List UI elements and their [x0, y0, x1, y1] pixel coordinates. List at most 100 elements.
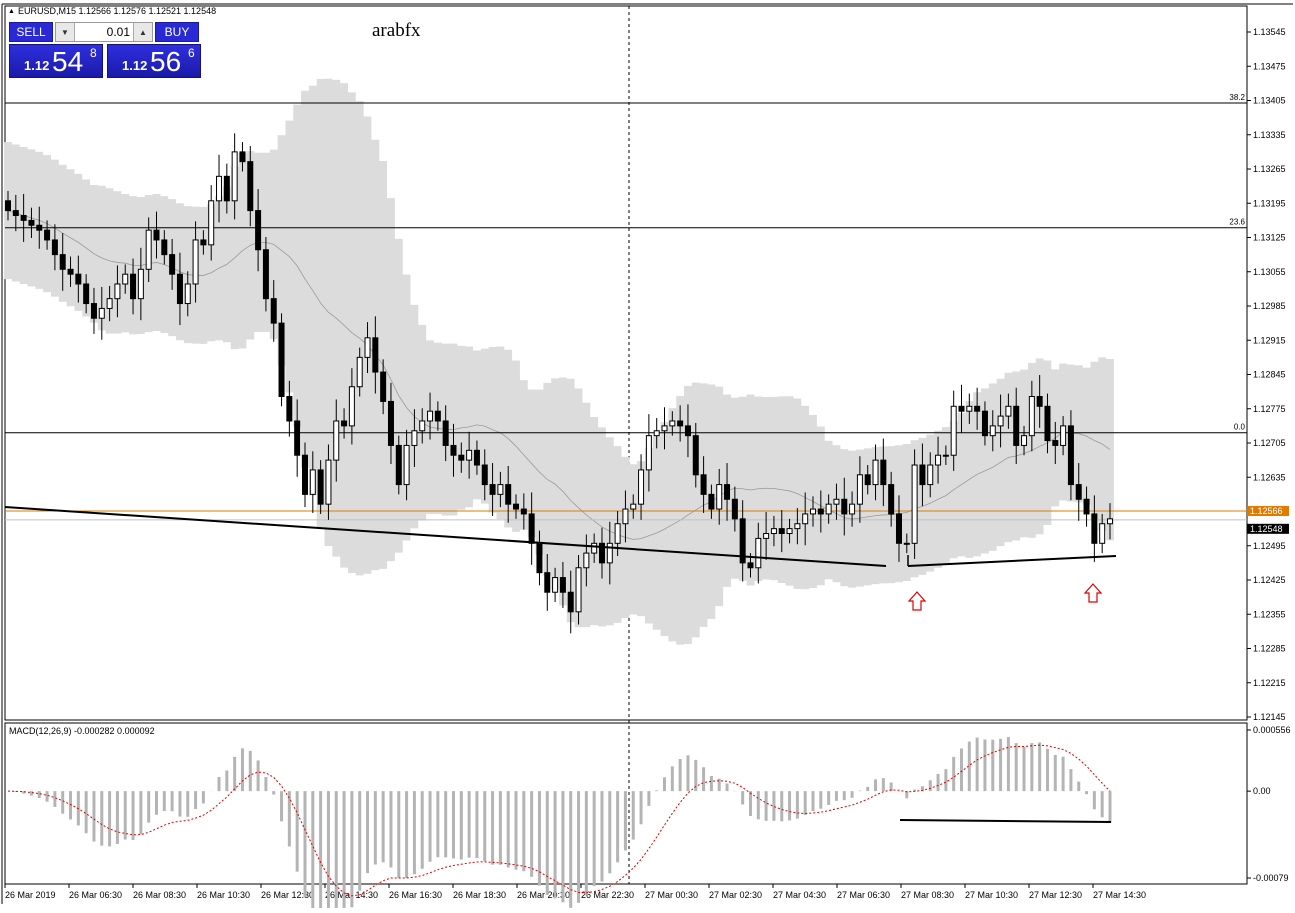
time-axis-label: 27 Mar 04:30 [773, 890, 826, 900]
candle-body [833, 498, 840, 505]
candle-body [536, 542, 543, 574]
candle [380, 359, 387, 415]
candle-body [575, 567, 582, 613]
bid-price-tag-bg [1247, 523, 1289, 534]
candle-body [1075, 484, 1082, 500]
candle [348, 368, 355, 445]
sell-button[interactable]: SELL [9, 22, 53, 42]
candle [684, 404, 691, 458]
candle [395, 435, 402, 495]
macd-trendline [899, 819, 1112, 823]
moving-average-line [7, 210, 1111, 540]
candle-body [684, 425, 691, 437]
candle [442, 405, 449, 462]
candle-body [966, 405, 973, 412]
candle [638, 454, 645, 520]
candle-body [997, 415, 1004, 427]
price-axis-label: 1.12775 [1253, 404, 1286, 414]
candle [763, 511, 770, 560]
macd-signal-line [7, 744, 1111, 897]
candle-body [927, 464, 934, 486]
candle-body [552, 577, 559, 593]
candle [520, 493, 527, 530]
lot-increase-icon[interactable]: ▲ [133, 23, 152, 41]
candle [473, 440, 480, 475]
candle-body [333, 420, 340, 461]
candle-body [114, 283, 121, 300]
candle-body [137, 268, 144, 300]
bid-price-box[interactable]: 1.12 54 8 [9, 44, 103, 78]
candle [880, 438, 887, 507]
buy-button[interactable]: BUY [155, 22, 199, 42]
candle [872, 444, 879, 501]
candle [505, 465, 512, 523]
symbol-header: ▲ EURUSD,M15 1.12566 1.12576 1.12521 1.1… [8, 6, 216, 16]
candle [903, 533, 910, 554]
candle [161, 230, 168, 265]
candle-body [301, 454, 308, 495]
price-axis-label: 1.12145 [1253, 712, 1286, 722]
candle-body [51, 239, 58, 256]
candle-body [497, 484, 504, 495]
candle [216, 154, 223, 223]
candle [497, 471, 504, 508]
candle [1028, 380, 1035, 452]
candle-body [700, 474, 707, 495]
candle [286, 380, 293, 437]
candle-body [348, 386, 355, 427]
candle [958, 384, 965, 433]
macd-axis-label: 0.000556 [1253, 725, 1291, 735]
candle [466, 431, 473, 479]
candle-body [895, 513, 902, 544]
candle [427, 392, 434, 440]
candle-body [176, 273, 183, 305]
candle [231, 133, 238, 220]
candle-body [935, 454, 942, 466]
candle-body [856, 474, 863, 505]
time-axis-label: 27 Mar 10:30 [965, 890, 1018, 900]
candle-body [692, 435, 699, 476]
candle-body [247, 161, 254, 212]
candle [317, 460, 324, 514]
candle [1067, 410, 1074, 501]
candle [864, 465, 871, 495]
ask-last-digit: 6 [188, 46, 195, 60]
candle [356, 347, 363, 397]
collapse-triangle-icon[interactable]: ▲ [8, 7, 15, 15]
candle [770, 515, 777, 547]
candle-body [528, 513, 535, 544]
ask-price-tag: 1.12566 [1250, 506, 1283, 516]
ask-prefix: 1.12 [122, 58, 148, 73]
up-arrow-icon [1083, 583, 1103, 603]
candle [137, 247, 144, 321]
bid-last-digit: 8 [90, 46, 97, 60]
ask-price-box[interactable]: 1.12 56 6 [107, 44, 201, 78]
candle-body [1060, 425, 1067, 446]
candle [528, 492, 535, 565]
price-axis-label: 1.12845 [1253, 370, 1286, 380]
lot-size-value[interactable]: 0.01 [106, 25, 130, 39]
candle [559, 561, 566, 608]
price-axis-label: 1.13405 [1253, 96, 1286, 106]
candle-body [1013, 405, 1020, 446]
candle-body [903, 542, 910, 545]
price-axis-label: 1.12705 [1253, 438, 1286, 448]
time-axis-label: 26 Mar 20:30 [517, 890, 570, 900]
candle [817, 490, 824, 533]
candle [44, 220, 51, 250]
candle [1052, 421, 1059, 465]
candle [598, 527, 605, 579]
candle [895, 495, 902, 562]
lot-size-field[interactable]: ▼ 0.01 ▲ [55, 22, 153, 42]
time-axis-label: 27 Mar 06:30 [837, 890, 890, 900]
candle [1075, 463, 1082, 521]
candle [1060, 416, 1067, 456]
candle-body [911, 464, 918, 544]
lot-decrease-icon[interactable]: ▼ [56, 23, 75, 41]
candle-body [387, 400, 394, 446]
macd-axis-label: 0.00 [1253, 786, 1271, 796]
up-arrow-icon [907, 591, 927, 611]
candle-body [989, 425, 996, 437]
